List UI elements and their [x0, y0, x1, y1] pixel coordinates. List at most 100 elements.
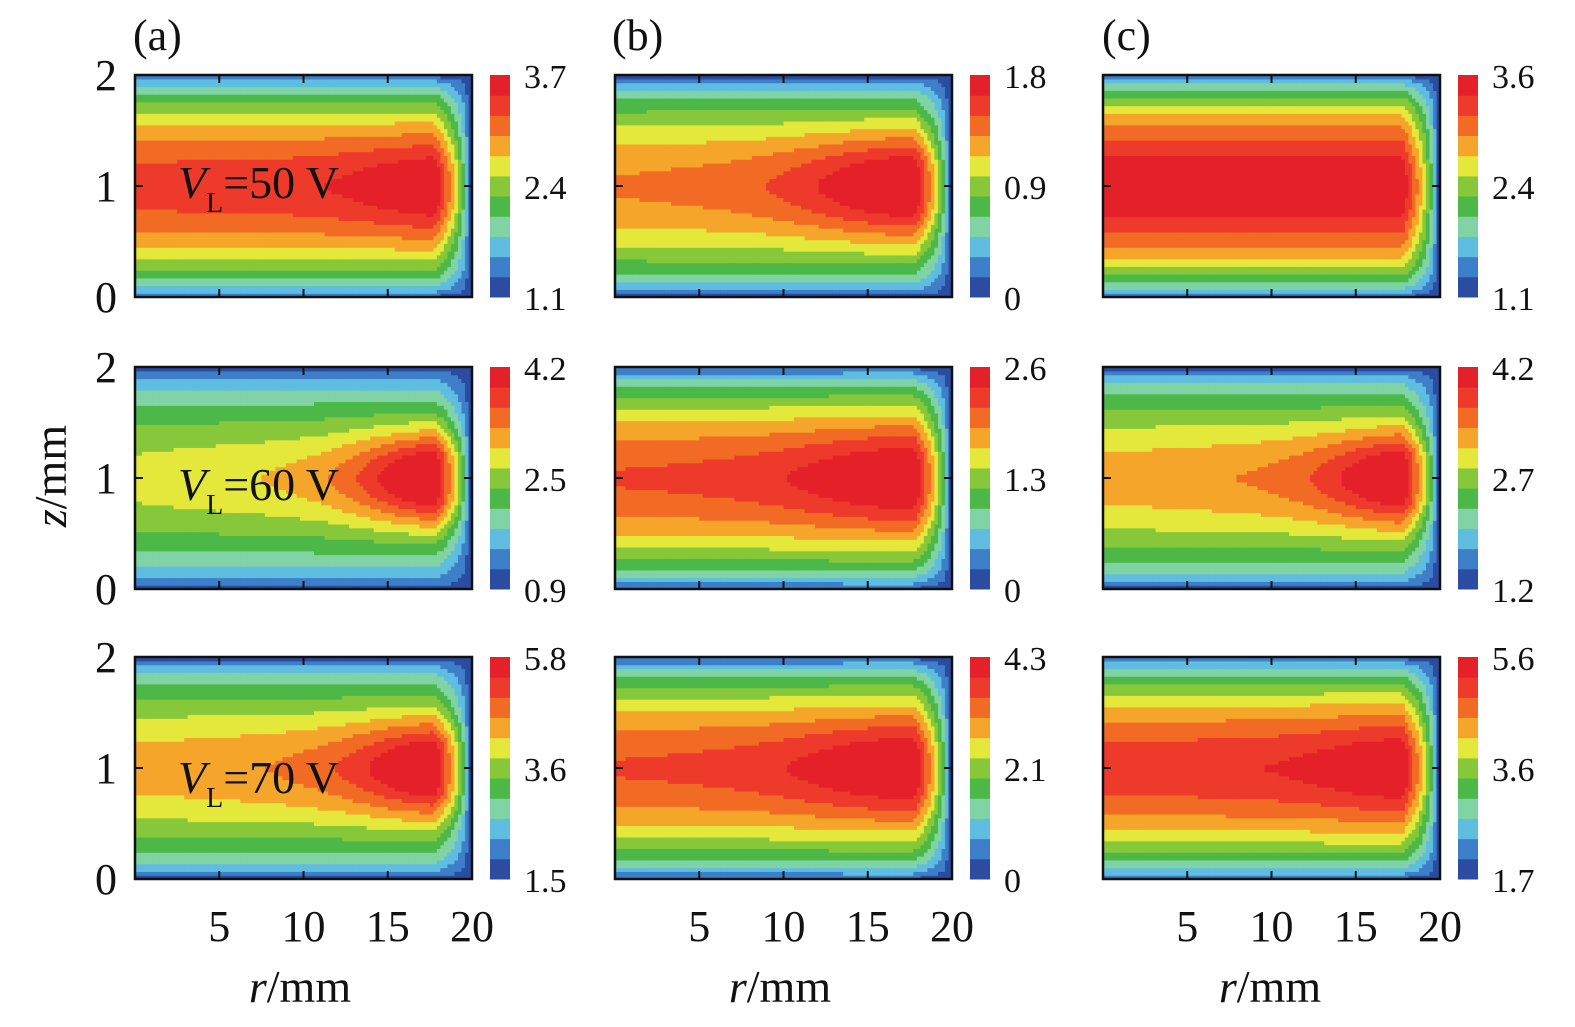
heat-cell	[170, 212, 175, 218]
heat-cell	[328, 224, 333, 229]
heat-cell	[177, 266, 182, 271]
heat-cell	[187, 170, 192, 176]
heat-cell	[412, 78, 417, 84]
heat-cell	[212, 274, 217, 279]
heat-cell	[433, 208, 438, 214]
heat-cell	[398, 239, 403, 245]
heat-cell	[342, 254, 347, 260]
heat-cell	[205, 117, 210, 122]
heat-cell	[296, 247, 301, 252]
heat-cell	[401, 266, 406, 271]
heat-cell	[426, 281, 431, 287]
heat-cell	[349, 270, 354, 275]
heat-cell	[363, 216, 368, 222]
heat-cell	[296, 220, 301, 225]
heat-cell	[342, 262, 347, 267]
heat-cell	[247, 113, 252, 118]
heat-cell	[163, 193, 168, 199]
heat-cell	[384, 120, 389, 126]
heat-cell	[198, 90, 203, 95]
heat-cell	[419, 228, 424, 233]
heat-cell	[345, 270, 350, 275]
heat-cell	[433, 75, 438, 80]
heat-cell	[222, 216, 227, 222]
heat-cell	[219, 159, 224, 164]
heat-cell	[257, 212, 262, 218]
heat-cell	[191, 189, 196, 195]
heat-cell	[429, 75, 434, 80]
heat-cell	[247, 128, 252, 134]
heat-cell	[433, 97, 438, 103]
heat-cell	[257, 251, 262, 256]
heat-cell	[314, 143, 319, 149]
heat-cell	[321, 182, 326, 187]
heat-cell	[324, 105, 329, 111]
heat-cell	[243, 170, 248, 176]
heat-cell	[152, 136, 157, 141]
heat-cell	[170, 239, 175, 245]
heat-cell	[296, 140, 301, 145]
heat-cell	[419, 174, 424, 179]
heat-cell	[296, 128, 301, 134]
heat-cell	[401, 235, 406, 241]
heat-cell	[159, 285, 164, 290]
heat-cell	[356, 247, 361, 252]
heat-cell	[152, 174, 157, 179]
heat-cell	[170, 189, 175, 195]
heat-cell	[271, 170, 277, 176]
heat-cell	[177, 94, 182, 99]
heat-cell	[156, 178, 161, 183]
heat-cell	[366, 193, 371, 199]
heat-cell	[387, 281, 392, 287]
heat-cell	[398, 201, 403, 206]
heat-cell	[208, 235, 213, 241]
heat-cell	[243, 120, 248, 126]
heat-cell	[177, 101, 182, 107]
heat-cell	[212, 82, 217, 88]
heat-cell	[138, 78, 143, 84]
heat-cell	[243, 270, 248, 275]
heat-cell	[373, 101, 378, 107]
heat-cell	[324, 224, 329, 229]
heat-cell	[222, 281, 227, 287]
heat-cell	[170, 159, 175, 164]
heat-cell	[429, 228, 434, 233]
heat-cell	[138, 281, 143, 287]
heat-cell	[292, 101, 298, 107]
heat-cell	[429, 120, 434, 126]
heat-cell	[184, 82, 189, 88]
heat-cell	[310, 136, 315, 141]
heat-cell	[194, 251, 199, 256]
heat-cell	[331, 75, 336, 80]
heat-cell	[321, 163, 326, 168]
heat-cell	[222, 212, 227, 218]
heat-cell	[321, 113, 326, 118]
heat-cell	[166, 182, 171, 187]
heat-cell	[159, 109, 164, 114]
heat-cell	[433, 109, 438, 114]
heat-cell	[201, 120, 206, 126]
heat-cell	[398, 274, 403, 279]
heat-cell	[177, 109, 182, 114]
heat-cell	[194, 208, 199, 214]
heat-cell	[356, 178, 361, 183]
heat-cell	[359, 289, 364, 294]
heat-cell	[422, 205, 427, 210]
heat-cell	[285, 193, 291, 199]
heat-cell	[321, 212, 326, 218]
heat-cell	[215, 220, 220, 225]
heat-cell	[419, 94, 424, 99]
heat-cell	[377, 163, 382, 168]
heat-cell	[328, 132, 333, 137]
heat-cell	[212, 228, 217, 233]
heat-cell	[387, 124, 392, 130]
heat-cell	[391, 182, 396, 187]
heat-cell	[261, 220, 266, 225]
heat-cell	[247, 254, 252, 260]
heat-cell	[205, 174, 210, 179]
heat-cell	[201, 159, 206, 164]
heat-cell	[208, 101, 213, 107]
heat-cell	[250, 247, 255, 252]
heat-cell	[296, 182, 301, 187]
heat-cell	[201, 105, 206, 111]
